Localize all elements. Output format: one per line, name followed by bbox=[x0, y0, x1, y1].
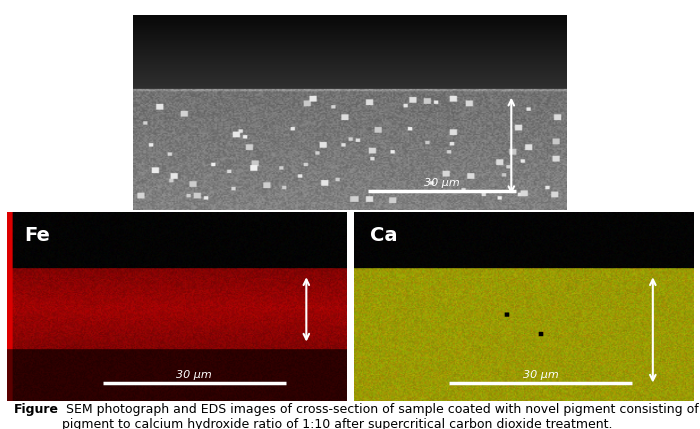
Text: SEM photograph and EDS images of cross-section of sample coated with novel pigme: SEM photograph and EDS images of cross-s… bbox=[62, 403, 699, 429]
Text: Fe: Fe bbox=[24, 226, 50, 245]
Text: Ca: Ca bbox=[370, 226, 398, 245]
Text: 30 μm: 30 μm bbox=[424, 178, 460, 188]
Text: 30 μm: 30 μm bbox=[523, 369, 559, 380]
Text: 30 μm: 30 μm bbox=[176, 369, 212, 380]
Text: Figure: Figure bbox=[14, 403, 59, 416]
